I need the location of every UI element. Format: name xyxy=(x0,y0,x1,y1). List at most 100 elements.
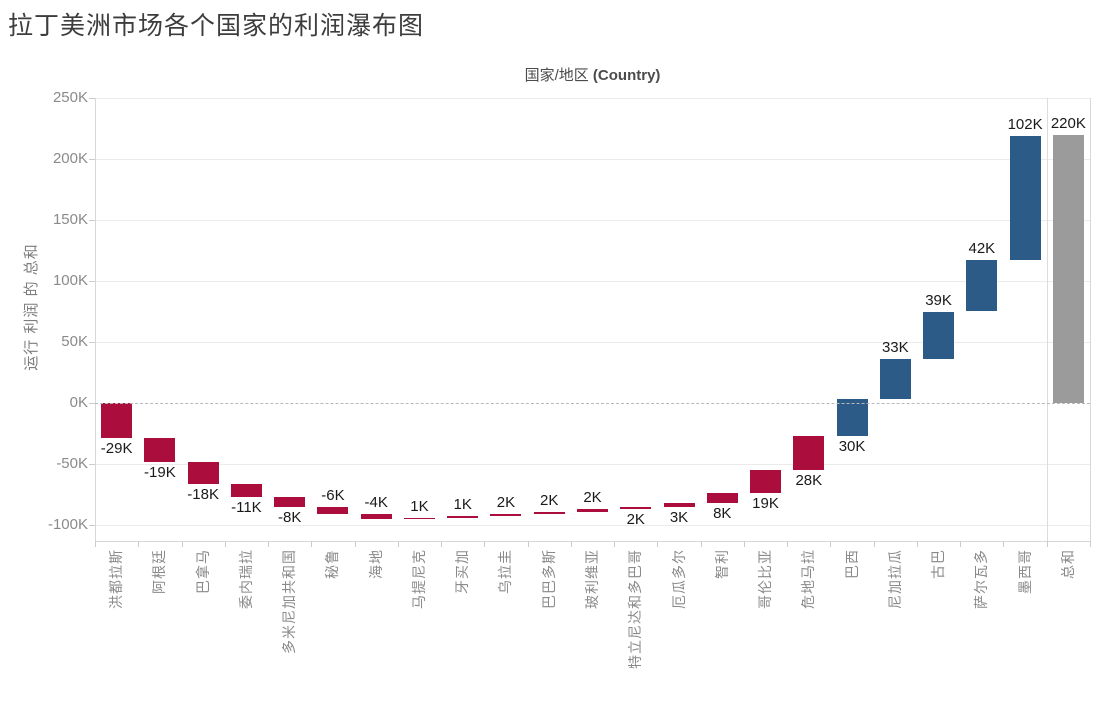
x-axis-tick xyxy=(1046,541,1048,547)
waterfall-bar[interactable] xyxy=(187,461,219,484)
x-axis-tick xyxy=(830,541,832,547)
bar-value-label: -19K xyxy=(144,463,176,481)
waterfall-bar[interactable] xyxy=(360,514,392,519)
waterfall-bar[interactable] xyxy=(706,493,738,504)
y-tick-label: -50K xyxy=(56,455,88,472)
gridline xyxy=(95,464,1090,465)
country-label-text: 危地马拉 xyxy=(800,549,817,609)
y-tick-label: 150K xyxy=(52,211,88,228)
country-label-text: 巴拿马 xyxy=(194,549,211,594)
gridline xyxy=(95,525,1090,526)
bar-value-label: -8K xyxy=(278,508,302,526)
x-axis-tick xyxy=(657,541,659,547)
waterfall-bar[interactable] xyxy=(1052,134,1084,403)
bar-value-label: -4K xyxy=(364,494,388,512)
x-axis-line xyxy=(95,541,1090,542)
bar-value-label: 2K xyxy=(583,489,602,507)
waterfall-bar[interactable] xyxy=(144,438,176,462)
gridline xyxy=(95,220,1090,221)
country-label-text: 特立尼达和多巴哥 xyxy=(627,549,644,669)
bar-value-label: -18K xyxy=(187,485,219,503)
gridline xyxy=(95,281,1090,282)
country-label-text: 萨尔瓦多 xyxy=(973,549,990,609)
waterfall-bar[interactable] xyxy=(836,399,868,436)
country-label-text: 秘鲁 xyxy=(324,549,341,579)
bar-value-label: 28K xyxy=(795,472,823,490)
waterfall-bar[interactable] xyxy=(317,506,349,514)
waterfall-bar[interactable] xyxy=(490,514,522,517)
waterfall-bar[interactable] xyxy=(793,435,825,471)
y-axis-tick xyxy=(89,159,95,160)
country-label-text: 古巴 xyxy=(930,549,947,579)
x-axis-tick xyxy=(960,541,962,547)
bar-value-label: 1K xyxy=(410,497,429,515)
y-axis-tick xyxy=(89,342,95,343)
x-axis-tick xyxy=(916,541,918,547)
waterfall-bar[interactable] xyxy=(101,403,133,439)
y-tick-label: 200K xyxy=(52,150,88,167)
y-axis-tick xyxy=(89,220,95,221)
country-label-text: 玻利维亚 xyxy=(584,549,600,609)
y-axis-tick xyxy=(89,281,95,282)
country-label-text: 阿根廷 xyxy=(151,549,168,594)
country-label-text: 巴西 xyxy=(843,549,860,579)
gridline xyxy=(95,159,1090,160)
country-label-text: 墨西哥 xyxy=(1016,549,1033,594)
country-label-text: 智利 xyxy=(713,549,730,579)
chart-title: 拉丁美洲市场各个国家的利润瀑布图 xyxy=(8,11,425,40)
x-axis-title-cjk: 国家/地区 xyxy=(524,67,593,84)
x-axis-tick xyxy=(743,541,745,547)
x-axis-tick xyxy=(181,541,183,547)
country-label-text: 多米尼加共和国 xyxy=(281,549,298,654)
x-axis-tick xyxy=(1090,541,1091,547)
bar-value-label: -11K xyxy=(231,498,262,516)
y-tick-label: 0K xyxy=(69,394,88,411)
country-label-text: 巴巴多斯 xyxy=(540,549,557,609)
x-axis-tick xyxy=(570,541,572,547)
y-tick-label: -100K xyxy=(47,516,88,533)
waterfall-bar[interactable] xyxy=(403,517,435,519)
x-axis-tick xyxy=(311,541,313,547)
country-label-text: 哥伦比亚 xyxy=(757,549,774,609)
x-axis-tick xyxy=(527,541,529,547)
country-label-text: 牙买加 xyxy=(454,549,471,594)
bar-value-label: 30K xyxy=(838,437,866,455)
waterfall-bar[interactable] xyxy=(447,516,479,518)
waterfall-bar[interactable] xyxy=(923,311,955,360)
x-axis-tick xyxy=(95,541,96,547)
bar-value-label: 102K xyxy=(1007,115,1043,133)
bar-value-label: -6K xyxy=(321,486,345,504)
bar-value-label: 1K xyxy=(453,496,472,514)
bar-value-label: 39K xyxy=(925,291,952,309)
country-label-text: 海地 xyxy=(367,549,384,579)
waterfall-bar[interactable] xyxy=(1009,135,1041,261)
bar-value-label: 33K xyxy=(881,339,909,357)
bar-value-label: 2K xyxy=(626,511,645,529)
x-axis-title: 国家/地区 (Country) xyxy=(95,64,1090,85)
waterfall-bar[interactable] xyxy=(533,511,565,515)
gridline xyxy=(95,342,1090,343)
waterfall-bar[interactable] xyxy=(966,260,998,312)
bar-value-label: 2K xyxy=(496,494,516,512)
y-axis-tick xyxy=(89,464,95,465)
country-label-text: 尼加拉瓜 xyxy=(886,549,903,609)
x-axis-tick xyxy=(441,541,443,547)
waterfall-bar[interactable] xyxy=(750,470,782,494)
x-axis-tick xyxy=(224,541,226,547)
waterfall-bar[interactable] xyxy=(274,496,306,507)
bar-value-label: 2K xyxy=(540,491,559,509)
bar-value-label: -29K xyxy=(100,440,133,458)
waterfall-bar[interactable] xyxy=(620,506,652,510)
plot-right-border xyxy=(1090,98,1091,541)
country-label-text: 马提尼克 xyxy=(410,549,427,609)
y-axis-tick xyxy=(89,525,95,526)
waterfall-bar[interactable] xyxy=(879,359,911,400)
total-pane-divider xyxy=(1046,98,1048,541)
bar-value-label: 3K xyxy=(669,508,689,526)
waterfall-bar[interactable] xyxy=(230,483,262,497)
waterfall-bar[interactable] xyxy=(577,509,608,512)
country-label-text: 委内瑞拉 xyxy=(237,549,254,609)
waterfall-bar[interactable] xyxy=(663,503,695,507)
